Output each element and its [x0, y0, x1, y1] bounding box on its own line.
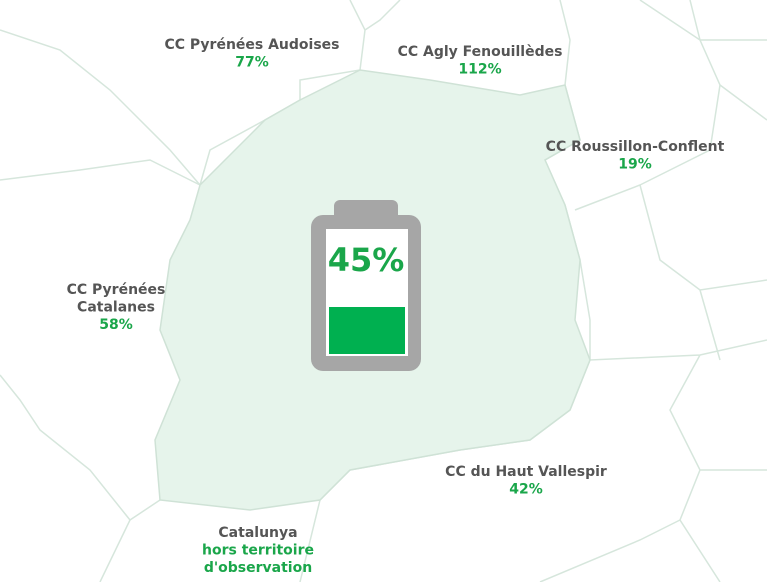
region-name: Catalanes [77, 300, 155, 316]
region-value: 42% [509, 482, 543, 498]
region-name: CC du Haut Vallespir [445, 464, 607, 480]
region-value: 77% [235, 55, 269, 71]
region-name: CC Roussillon-Conflent [546, 139, 725, 155]
region-name: CC Agly Fenouillèdes [398, 44, 563, 60]
region-name: CC Pyrénées [67, 282, 166, 298]
region-value: hors territoire [202, 543, 314, 559]
region-value: d'observation [204, 560, 312, 576]
region-name: Catalunya [218, 525, 297, 541]
center-value: 45% [328, 241, 405, 279]
region-value: 19% [618, 157, 652, 173]
region-value: 58% [99, 317, 133, 333]
region-name: CC Pyrénées Audoises [164, 37, 339, 53]
battery [311, 200, 421, 371]
region-value: 112% [458, 62, 501, 78]
